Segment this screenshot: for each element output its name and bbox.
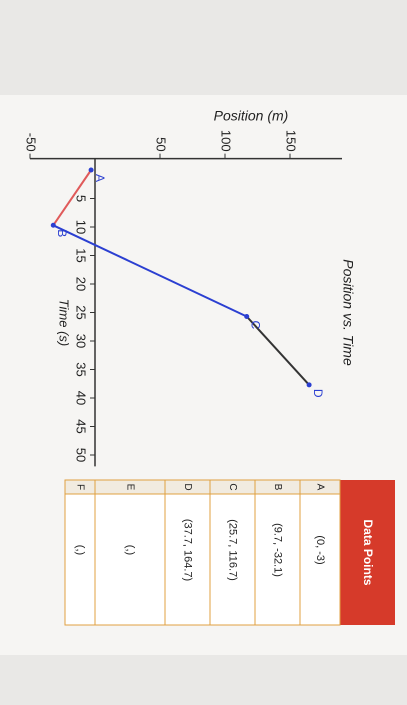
- row-key: E: [124, 484, 135, 491]
- data-point: [50, 222, 56, 228]
- row-key: F: [74, 484, 85, 490]
- row-key: D: [182, 483, 193, 490]
- table-header: [340, 480, 395, 625]
- x-tick-label: 25: [74, 305, 89, 319]
- row-value: (,): [74, 545, 86, 555]
- rotated-content: Position vs. Time -50 50 100 150 5 10 15 20 25 30 3…: [24, 107, 395, 626]
- line-segment: [245, 315, 310, 386]
- data-point: [244, 313, 250, 319]
- x-tick-label: 10: [74, 220, 89, 234]
- line-segment: [52, 224, 248, 318]
- table-title: Data Points: [361, 519, 375, 585]
- y-tick-label: 150: [284, 130, 299, 152]
- row-key-box: [64, 479, 96, 495]
- row-value: (0, -3): [314, 535, 326, 564]
- x-axis-label: Time (s): [57, 299, 72, 347]
- data-point: [88, 167, 94, 173]
- x-tick-label: 30: [74, 334, 89, 348]
- x-tick-label: 5: [74, 195, 89, 202]
- point-label: C: [249, 320, 263, 329]
- row-key: C: [227, 483, 238, 490]
- y-axis-label: Position (m): [214, 107, 289, 123]
- x-tick-label: 20: [74, 277, 89, 291]
- point-label: B: [55, 229, 69, 237]
- y-tick-label: 100: [219, 130, 234, 152]
- row-value: (,): [124, 545, 136, 555]
- x-tick-label: 45: [74, 419, 89, 433]
- row-key: A: [314, 484, 325, 491]
- x-tick-label: 50: [74, 448, 89, 462]
- chart-title: Position vs. Time: [340, 259, 356, 366]
- y-tick-label: -50: [24, 133, 39, 152]
- row-value: (25.7, 116.7): [227, 519, 239, 581]
- row-value: (9.7, -32.1): [272, 523, 284, 577]
- y-tick-label: 50: [154, 137, 169, 151]
- data-point: [306, 382, 312, 388]
- row-key: B: [272, 484, 283, 491]
- point-label: D: [311, 389, 325, 398]
- line-segment: [52, 169, 92, 226]
- x-tick-label: 35: [74, 362, 89, 376]
- row-value: (37.7, 164.7): [182, 519, 194, 581]
- point-label: A: [93, 174, 107, 182]
- x-tick-label: 15: [74, 248, 89, 262]
- x-tick-label: 40: [74, 391, 89, 405]
